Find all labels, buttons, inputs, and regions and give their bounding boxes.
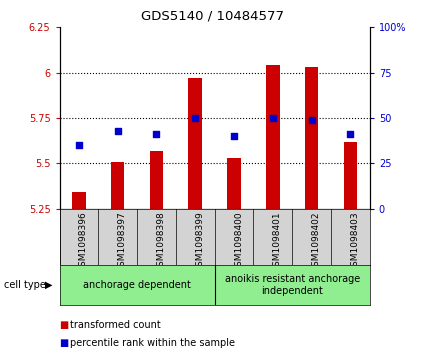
Text: GSM1098400: GSM1098400 [234,212,243,272]
Bar [343,142,357,209]
Point [76,142,82,148]
Text: GDS5140 / 10484577: GDS5140 / 10484577 [141,9,284,22]
Text: GSM1098397: GSM1098397 [118,212,127,272]
Text: ■: ■ [60,320,69,330]
Text: GSM1098401: GSM1098401 [273,212,282,272]
Bar [72,192,86,209]
Text: cell type: cell type [4,280,46,290]
Bar [188,78,202,209]
Text: percentile rank within the sample: percentile rank within the sample [70,338,235,348]
Point [192,115,198,121]
Text: GSM1098398: GSM1098398 [156,212,165,272]
Text: anoikis resistant anchorage
independent: anoikis resistant anchorage independent [224,274,360,296]
Point [114,128,121,134]
Point [153,131,160,137]
Text: GSM1098403: GSM1098403 [350,212,360,272]
Text: ■: ■ [60,338,69,348]
Bar [266,65,280,209]
Bar [305,67,318,209]
Point [269,115,276,121]
Text: anchorage dependent: anchorage dependent [83,280,191,290]
Bar [111,162,125,209]
Point [231,133,238,139]
Text: GSM1098402: GSM1098402 [312,212,320,272]
Point [347,131,354,137]
Text: transformed count: transformed count [70,320,161,330]
Text: ▶: ▶ [45,280,53,290]
Text: GSM1098396: GSM1098396 [79,212,88,272]
Text: GSM1098399: GSM1098399 [195,212,204,272]
Point [308,117,315,123]
Bar [150,151,163,209]
Bar [227,158,241,209]
